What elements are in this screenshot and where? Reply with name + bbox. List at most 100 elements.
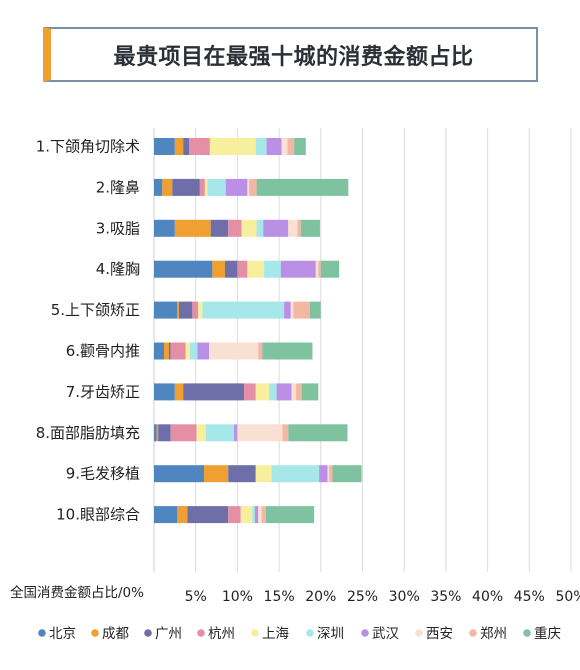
legend-swatch — [361, 629, 369, 637]
legend-label: 杭州 — [208, 626, 235, 642]
x-tick-label: 30% — [389, 589, 420, 605]
bar-segment — [177, 506, 188, 524]
legend-label: 西安 — [426, 626, 453, 642]
bar-segment — [237, 424, 283, 442]
bar-segment — [284, 301, 291, 319]
bar-segment — [255, 383, 270, 401]
legend-swatch — [38, 629, 46, 637]
bar-segment — [291, 383, 296, 401]
bar-segment — [301, 383, 319, 401]
bar-segment — [179, 301, 193, 319]
bar-segment — [177, 301, 180, 319]
bar-segment — [264, 260, 281, 278]
bar-segment — [332, 465, 362, 483]
bar-segment — [228, 219, 242, 237]
bar-segment — [282, 424, 289, 442]
bar-segment — [204, 465, 229, 483]
bar-segment — [154, 301, 178, 319]
legend-label: 广州 — [155, 626, 182, 642]
legend-swatch — [523, 629, 531, 637]
bar-segment — [154, 138, 175, 155]
category-label: 2.隆鼻 — [96, 178, 140, 196]
bar-segment — [247, 178, 250, 196]
bar-segment — [154, 178, 163, 196]
legend-label: 重庆 — [534, 626, 561, 642]
bar-segment — [240, 506, 253, 524]
bar-segment — [318, 260, 321, 278]
bar-segment — [254, 506, 259, 524]
bar-segment — [174, 138, 184, 155]
bar-segment — [252, 506, 255, 524]
bar-segment — [158, 424, 171, 442]
category-label: 8.面部脂肪填充 — [36, 424, 140, 442]
bar-segment — [154, 465, 205, 483]
bar-segment — [209, 138, 256, 155]
bar-segment — [192, 301, 199, 319]
legend-swatch — [144, 629, 152, 637]
bar-segment — [170, 342, 186, 360]
bar-segment — [300, 219, 320, 237]
bar-segment — [319, 465, 328, 483]
bar-segment — [198, 301, 203, 319]
bar-segment — [276, 383, 292, 401]
bar-segment — [196, 424, 206, 442]
bar-segment — [154, 219, 175, 237]
bar-segment — [288, 219, 298, 237]
bar-segment — [174, 219, 211, 237]
bar-segment — [269, 383, 277, 401]
bar-segment — [207, 178, 226, 196]
bar-segment — [202, 301, 285, 319]
x-tick-label: 45% — [514, 589, 545, 605]
x-tick-label: 20% — [305, 589, 336, 605]
bar-segment — [281, 138, 288, 155]
bar-segment — [255, 138, 267, 155]
bar-segment — [237, 260, 248, 278]
bar-segment — [290, 301, 294, 319]
bar-segment — [256, 219, 264, 237]
title-box: 最贵项目在最强十城的消费金额占比 — [43, 27, 538, 82]
category-label: 1.下颌角切除术 — [36, 138, 140, 156]
bar-segment — [228, 506, 241, 524]
bar-segment — [294, 138, 306, 155]
bar-segment — [225, 178, 248, 196]
bar-segment — [297, 219, 301, 237]
x-tick-label: 50% — [555, 589, 580, 605]
bar-segment — [172, 178, 200, 196]
bar-segment — [261, 506, 266, 524]
bar-segment — [244, 383, 256, 401]
bar-segment — [309, 301, 321, 319]
bar-segment — [262, 342, 313, 360]
bar-segment — [212, 260, 225, 278]
legend-swatch — [197, 629, 205, 637]
bar-segment — [185, 342, 190, 360]
x-tick-label: 10% — [222, 589, 253, 605]
bar-segment — [154, 506, 178, 524]
x-tick-label: 5% — [185, 589, 207, 605]
category-label: 10.眼部综合 — [56, 506, 140, 524]
bar-segment — [293, 301, 310, 319]
bar-segment — [154, 260, 213, 278]
category-label: 4.隆胸 — [96, 260, 140, 278]
bar-segment — [256, 178, 349, 196]
category-label: 9.毛发移植 — [66, 465, 140, 483]
bar-segment — [183, 383, 245, 401]
bar-segment — [234, 424, 238, 442]
bar-segment — [320, 260, 340, 278]
bar-segment — [170, 424, 197, 442]
bar-segment — [315, 260, 319, 278]
bar-segment — [154, 342, 165, 360]
chart-title: 最贵项目在最强十城的消费金额占比 — [113, 44, 474, 70]
bar-segment — [247, 260, 265, 278]
bar-segment — [164, 342, 170, 360]
bar-segment — [205, 424, 235, 442]
bar-segment — [154, 383, 175, 401]
legend-label: 上海 — [262, 626, 289, 642]
bar-segment — [329, 465, 333, 483]
bar-segment — [169, 342, 171, 360]
bar-segment — [249, 178, 257, 196]
legend-label: 成都 — [102, 626, 129, 642]
bar-segment — [280, 260, 316, 278]
bar-segment — [255, 465, 272, 483]
